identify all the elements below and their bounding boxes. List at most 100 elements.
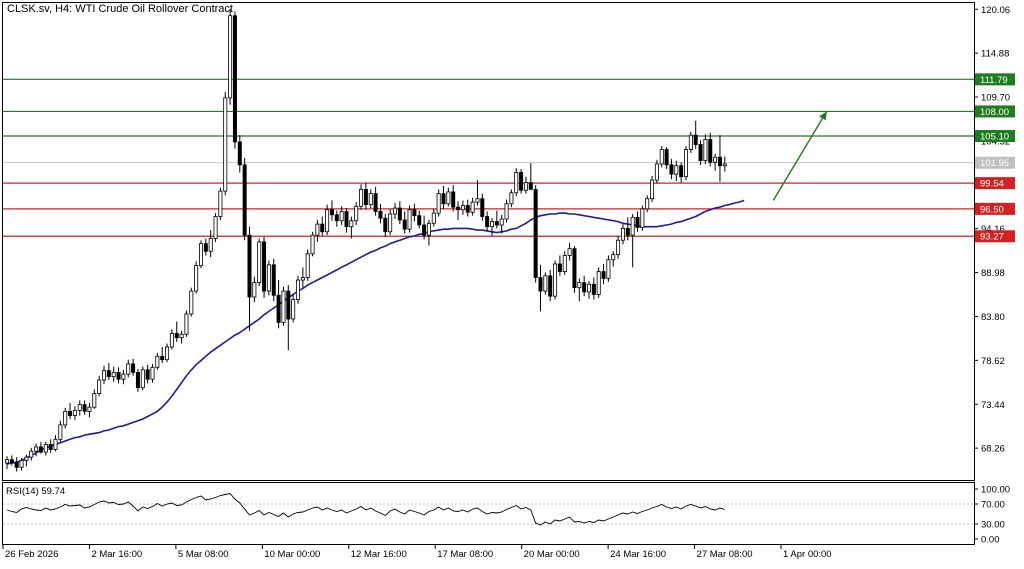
- candle-body-bull: [509, 192, 514, 205]
- candle: [131, 358, 136, 376]
- candle-body-bear: [548, 275, 553, 297]
- rsi-axis: 100.00 70.00 30.00 0.00: [974, 485, 1010, 546]
- candle: [344, 208, 349, 233]
- candle: [281, 286, 286, 326]
- candle-body-bear: [334, 214, 339, 222]
- candle-body-bear: [131, 363, 136, 373]
- level-tag-support: [975, 177, 1015, 190]
- candle-body-bear: [601, 271, 606, 279]
- candle: [436, 189, 441, 217]
- candle-body-bull: [514, 172, 519, 194]
- candle: [34, 443, 39, 457]
- candle: [494, 210, 499, 229]
- level-lines: [3, 78, 974, 237]
- candle: [97, 375, 102, 397]
- candle-body-bear: [320, 223, 325, 233]
- candle-body-bull: [111, 371, 116, 378]
- candle: [19, 457, 24, 471]
- candle-body-bull: [606, 259, 611, 279]
- candle-body-bear: [465, 205, 470, 213]
- candle-body-bull: [640, 208, 645, 228]
- candle: [359, 184, 364, 210]
- candle-body-bull: [72, 410, 77, 417]
- candle: [591, 277, 596, 300]
- candle: [63, 407, 68, 429]
- candle-body-bear: [582, 282, 587, 293]
- candle-body-bull: [446, 191, 451, 205]
- candle-body-bear: [48, 444, 53, 450]
- candle-body-bear: [528, 182, 533, 190]
- candle-body-bear: [344, 211, 349, 228]
- candle: [165, 343, 170, 363]
- candle: [48, 439, 53, 453]
- price-tags: 111.79 108.00 105.10 101.95 99.54 96.50 93.27: [975, 73, 1015, 243]
- candle-body-bull: [228, 15, 233, 99]
- candle: [407, 205, 412, 233]
- candle: [106, 363, 111, 381]
- candle-body-bull: [368, 193, 373, 206]
- candle: [140, 366, 145, 391]
- level-tag-resistance: [975, 105, 1015, 118]
- y-tick-label: 68.26: [981, 444, 1005, 455]
- candle-body-bull: [218, 190, 223, 217]
- candle-body-bull: [650, 179, 655, 200]
- candle-body-bull: [596, 271, 601, 295]
- candle: [596, 267, 601, 298]
- candle: [325, 204, 330, 236]
- candle: [252, 276, 257, 303]
- x-tick-label: 5 Mar 08:00: [178, 549, 229, 560]
- candle-body-bull: [194, 265, 199, 292]
- candle-body-bull: [359, 188, 364, 207]
- candle: [72, 406, 77, 420]
- candle-body-bull: [150, 366, 155, 380]
- candle: [684, 146, 689, 181]
- candle-body-bull: [436, 193, 441, 214]
- candle-body-bull: [616, 239, 621, 256]
- candle-body-bull: [126, 363, 131, 375]
- candle: [262, 236, 267, 298]
- candle-body-bull: [567, 248, 572, 256]
- candle-body-bull: [315, 223, 320, 236]
- candle: [528, 163, 533, 190]
- candle: [257, 238, 262, 286]
- candle-body-bear: [383, 217, 388, 233]
- candle-body-bear: [329, 209, 334, 216]
- level-tag-label: 93.27: [980, 232, 1004, 243]
- candle-body-bull: [77, 404, 82, 411]
- candle-body-bear: [116, 371, 121, 380]
- candle-body-bull: [325, 209, 330, 233]
- candle-body-bull: [24, 456, 29, 461]
- candle: [150, 363, 155, 383]
- candle-body-bear: [402, 219, 407, 230]
- candle: [305, 249, 310, 281]
- candle-body-bear: [378, 211, 383, 219]
- candle-body-bull: [291, 299, 296, 320]
- x-tick-label: 27 Mar 08:00: [697, 549, 753, 560]
- candle: [203, 238, 208, 256]
- candle-body-bear: [625, 227, 630, 236]
- candle-body-bear: [494, 221, 499, 226]
- candle-body-bear: [669, 164, 674, 175]
- candle-body-bull: [266, 264, 271, 292]
- candle-body-bear: [533, 188, 538, 278]
- y-tick-label: 114.88: [981, 49, 1009, 60]
- candle: [514, 168, 519, 197]
- candle: [121, 369, 126, 385]
- candle: [102, 365, 107, 385]
- rsi-layer: [3, 493, 974, 526]
- candle-body-bear: [717, 156, 722, 167]
- y-tick-label: 120.06: [981, 5, 1010, 16]
- level-tag-label: 96.50: [980, 204, 1004, 215]
- candle: [635, 211, 640, 232]
- candle-body-bull: [674, 165, 679, 175]
- candle: [82, 400, 87, 415]
- candle: [499, 214, 504, 234]
- time-axis: 26 Feb 2026 2 Mar 16:00 5 Mar 08:00 10 Mar …: [2, 544, 832, 560]
- candle: [616, 235, 621, 259]
- candle: [334, 210, 339, 227]
- trend-arrow-line: [772, 111, 828, 201]
- candle: [228, 8, 233, 105]
- candle: [295, 275, 300, 304]
